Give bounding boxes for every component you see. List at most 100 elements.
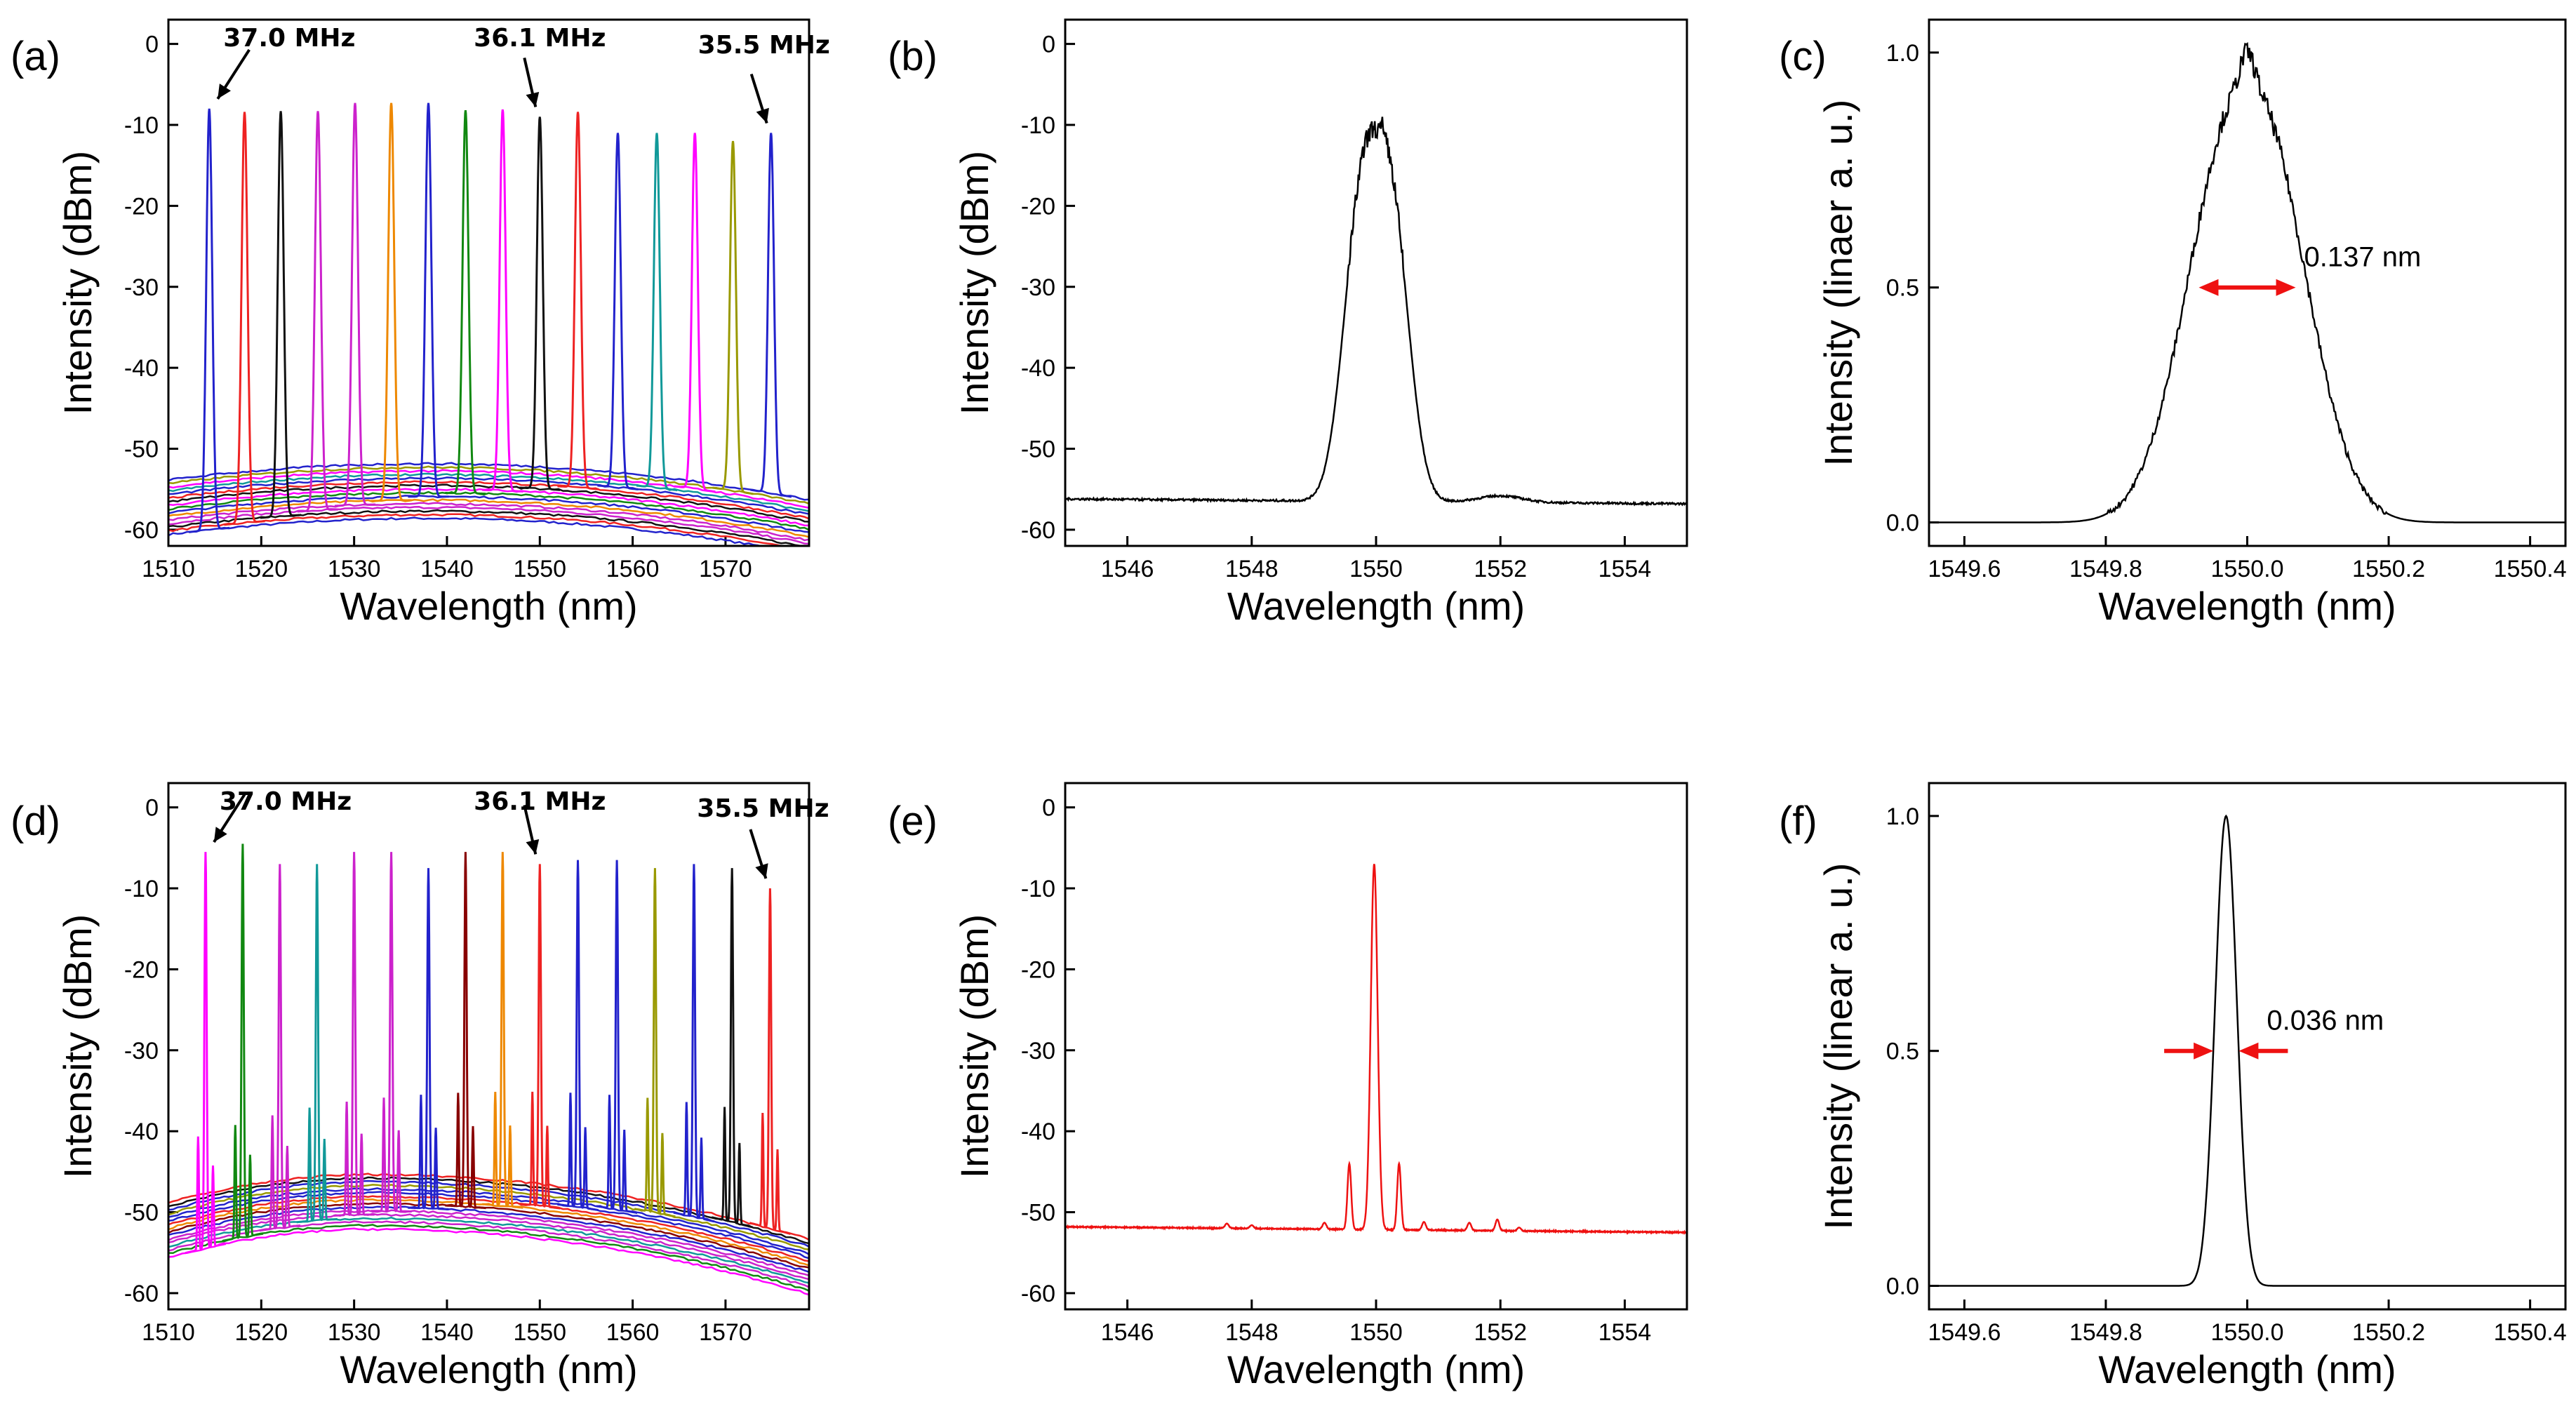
annotation-label: 35.5 MHz (698, 31, 830, 60)
y-tick-label: -40 (1021, 355, 1055, 382)
y-tick-label: -40 (124, 1118, 159, 1145)
y-tick-label: -40 (124, 355, 159, 382)
y-tick-label: 0.0 (1886, 510, 1919, 537)
x-tick-label: 1520 (234, 556, 288, 582)
series-baseline (168, 513, 790, 546)
x-tick-label: 1540 (420, 1319, 474, 1346)
annotation-arrowhead (526, 839, 540, 855)
y-tick-label: 0 (145, 795, 159, 822)
series-line (1065, 864, 1687, 1235)
y-axis-label: Intensity (dBm) (55, 914, 100, 1179)
x-tick-label: 1548 (1225, 1319, 1279, 1346)
series-peak-14 (674, 133, 716, 493)
series-baseline (168, 1184, 809, 1250)
x-tick-label: 1550.2 (2352, 1319, 2425, 1346)
panel-f: (f) 1549.6 1549.8 1550.0 1550.2 1550.4 0.0 0.5 1… (1779, 782, 2567, 1391)
x-tick-label: 1520 (234, 1319, 288, 1346)
plot-frame (167, 18, 810, 547)
series-peak-6 (371, 102, 412, 502)
series-peak-1 (185, 852, 227, 1255)
series-peak-10 (519, 116, 561, 491)
panel-e: (e) 1546 1548 1550 1552 1554 0 -10 -20 -30 -40 -50 -… (888, 782, 1688, 1391)
x-tick-label: 1530 (328, 556, 381, 582)
fwhm-label: 0.137 nm (2304, 242, 2422, 273)
y-tick-label: -60 (124, 517, 159, 544)
y-tick-label: -30 (1021, 1038, 1055, 1064)
series-peak-14 (673, 864, 715, 1223)
series-peak-1 (188, 108, 230, 533)
y-tick-label: 0 (145, 32, 159, 58)
series-baseline (168, 480, 809, 520)
annotation-label: 36.1 MHz (474, 24, 606, 53)
x-tick-label: 1549.6 (1928, 1319, 2001, 1346)
y-tick-label: -30 (1021, 274, 1055, 301)
plot-frame (1064, 18, 1688, 547)
panel-a: (a) 1510 1520 1530 1540 1550 1560 1570 0 -10 -20 -3… (11, 18, 830, 628)
y-tick-label: -60 (1021, 517, 1055, 544)
fwhm-arrowhead-right (2276, 279, 2296, 296)
x-tick-label: 1550 (513, 1319, 566, 1346)
y-tick-label: -20 (124, 956, 159, 983)
y-tick-label: -20 (124, 193, 159, 220)
series-peak-16 (750, 133, 792, 498)
series-baseline (168, 1224, 809, 1292)
panel-d: (d) 1510 1520 1530 1540 1550 1560 1570 0 -10 -20 -3… (11, 782, 829, 1391)
y-tick-label: -10 (124, 112, 159, 139)
fwhm-arrowhead-left (2198, 279, 2219, 296)
series-peak-13 (636, 133, 678, 492)
panel-label: (f) (1779, 799, 1817, 844)
annotation-arrowhead (526, 92, 540, 107)
annotation-arrowhead (756, 107, 769, 123)
x-tick-label: 1510 (142, 556, 195, 582)
x-tick-label: 1550.4 (2494, 556, 2567, 582)
x-axis-label: Wavelength (nm) (1227, 1347, 1525, 1391)
series-baseline (168, 502, 809, 542)
annotation-arrowhead (218, 84, 231, 99)
annotation-arrowhead (213, 827, 227, 843)
x-tick-label: 1546 (1101, 1319, 1154, 1346)
x-axis-label: Wavelength (nm) (340, 584, 637, 628)
series-baseline (168, 490, 809, 531)
x-axis-label: Wavelength (nm) (1227, 584, 1525, 628)
y-tick-label: 0.5 (1886, 1038, 1919, 1065)
series-peak-5 (333, 852, 375, 1217)
series-peak-9 (482, 109, 523, 493)
annotation-label: 36.1 MHz (474, 787, 606, 816)
series-baseline (168, 476, 809, 515)
series-peak-15 (711, 868, 753, 1229)
series-peak-15 (712, 140, 754, 495)
y-tick-label: -10 (1021, 876, 1055, 902)
series-line (1065, 116, 1687, 507)
y-tick-label: -20 (1021, 956, 1055, 983)
plot-area (1065, 864, 1687, 1235)
x-tick-label: 1554 (1599, 556, 1652, 582)
series-peak-12 (596, 860, 638, 1215)
series-peak-4 (297, 111, 339, 513)
x-tick-label: 1570 (699, 1319, 752, 1346)
series-baseline (168, 1209, 809, 1276)
series-baseline (168, 1180, 809, 1248)
series-peak-2 (224, 112, 265, 526)
x-tick-label: 1560 (606, 1319, 660, 1346)
y-axis-label: Intensity (linaer a. u.) (1816, 100, 1860, 467)
series-baseline (168, 1205, 809, 1273)
x-tick-label: 1550.2 (2352, 556, 2425, 582)
plot-frame (1928, 782, 2567, 1311)
series-baseline (168, 495, 809, 533)
panel-label: (b) (888, 34, 937, 79)
series-baseline (168, 1201, 809, 1269)
panel-c: (c) 1549.6 1549.8 1550.0 1550.2 1550.4 0.0 0.5 1… (1779, 18, 2567, 628)
y-tick-label: -50 (124, 436, 159, 463)
series-baseline (168, 516, 763, 546)
y-tick-label: 0.5 (1886, 275, 1919, 302)
series-peak-5 (334, 102, 376, 507)
x-tick-label: 1550.0 (2211, 1319, 2284, 1346)
y-tick-label: -10 (124, 876, 159, 902)
fwhm-arrowhead-right (2238, 1042, 2259, 1060)
series-baseline (168, 509, 804, 546)
series-baseline (168, 1187, 809, 1255)
x-tick-label: 1546 (1101, 556, 1154, 582)
y-axis-label: Intensity (linear a. u.) (1816, 863, 1860, 1230)
x-tick-label: 1550 (1349, 556, 1403, 582)
series-peak-11 (557, 860, 599, 1211)
